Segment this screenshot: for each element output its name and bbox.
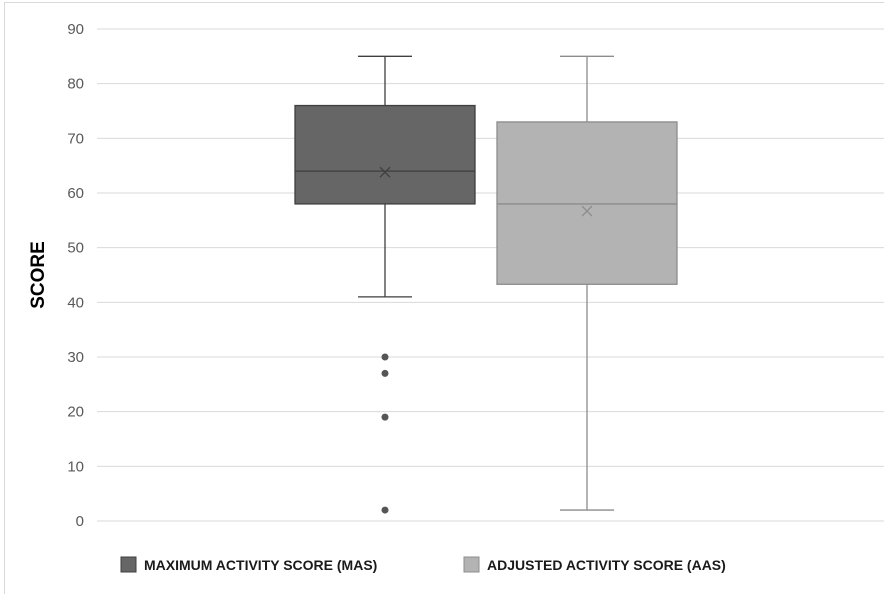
y-axis-label: SCORE <box>28 241 49 309</box>
box-iqr <box>496 121 678 285</box>
mean-marker-stroke <box>581 205 593 217</box>
y-tick-label: 80 <box>67 76 84 93</box>
outlier-point <box>381 353 389 361</box>
y-tick-label: 10 <box>67 458 84 475</box>
mean-marker <box>379 166 391 178</box>
y-tick-label: 30 <box>67 349 84 366</box>
outlier-point <box>381 506 389 514</box>
y-tick-label: 60 <box>67 185 84 202</box>
box-1 <box>294 55 476 514</box>
box-iqr <box>294 104 476 205</box>
legend-swatch <box>120 556 137 573</box>
y-axis-ticks: 0 10 20 30 40 50 60 70 80 90 <box>67 21 84 530</box>
y-tick-label: 50 <box>67 240 84 257</box>
y-tick-label: 90 <box>67 21 84 38</box>
box-series <box>294 55 678 514</box>
legend-swatch <box>463 556 480 573</box>
gridlines <box>97 28 884 522</box>
y-tick-label: 0 <box>76 513 84 530</box>
chart-frame <box>4 2 884 594</box>
legend: MAXIMUM ACTIVITY SCORE (MAS) ADJUSTED ACT… <box>120 556 726 573</box>
y-tick-label: 20 <box>67 404 84 421</box>
y-tick-label: 70 <box>67 130 84 147</box>
mean-marker-stroke <box>379 166 391 178</box>
outlier-point <box>381 369 389 377</box>
legend-label: MAXIMUM ACTIVITY SCORE (MAS) <box>144 557 377 573</box>
box-2 <box>496 55 678 511</box>
mean-marker <box>581 205 593 217</box>
y-tick-label: 40 <box>67 294 84 311</box>
legend-label: ADJUSTED ACTIVITY SCORE (AAS) <box>487 557 726 573</box>
outlier-point <box>381 413 389 421</box>
